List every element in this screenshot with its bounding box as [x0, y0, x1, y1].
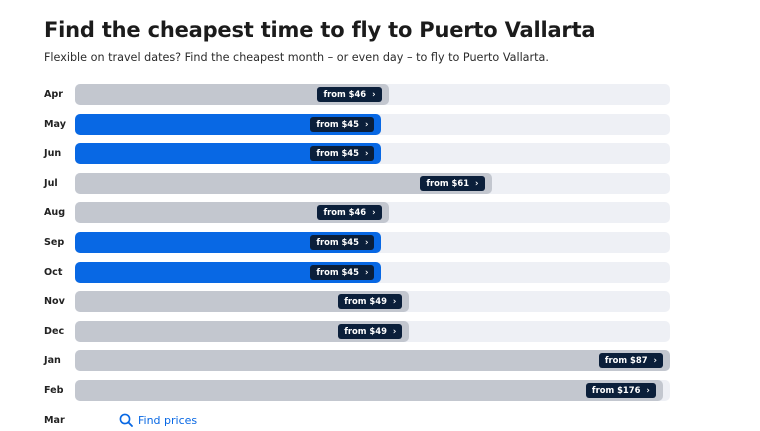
page-title: Find the cheapest time to fly to Puerto … [44, 18, 596, 42]
price-bar[interactable]: from $49 › [75, 320, 410, 342]
price-bar-track[interactable]: from $46 › [75, 202, 670, 224]
price-bar[interactable]: from $46 › [75, 84, 389, 105]
price-button[interactable]: from $46 › [317, 87, 382, 102]
price-button[interactable]: from $49 › [338, 323, 403, 339]
month-row-mar: Mar Find prices [44, 410, 670, 431]
month-row-jul: Jul from $61 › [44, 172, 670, 194]
chevron-right-icon: › [364, 148, 369, 159]
price-bar-track[interactable]: from $45 › [75, 261, 670, 283]
price-label: from $49 [344, 325, 387, 336]
price-bar-track[interactable]: from $87 › [75, 350, 670, 372]
chevron-right-icon: › [372, 89, 376, 99]
month-row-feb: Feb from $176 › [44, 380, 670, 401]
price-button[interactable]: from $176 › [585, 383, 656, 398]
price-bar-track[interactable]: from $45 › [75, 143, 670, 165]
price-bar[interactable]: from $45 › [75, 113, 382, 135]
month-row-dec: Dec from $49 › [44, 320, 670, 342]
chevron-right-icon: › [475, 177, 479, 188]
price-label: from $46 [323, 89, 367, 99]
price-button[interactable]: from $45 › [310, 116, 375, 132]
month-label: Dec [44, 325, 65, 337]
month-label: Sep [44, 237, 65, 248]
price-button[interactable]: from $87 › [598, 353, 663, 369]
price-bar[interactable]: from $46 › [75, 202, 389, 224]
price-bar-track[interactable]: from $49 › [75, 320, 670, 342]
month-label: Aug [44, 207, 66, 219]
month-row-sep: Sep from $45 › [44, 232, 670, 253]
month-row-oct: Oct from $45 › [44, 261, 670, 283]
price-button[interactable]: from $46 › [317, 205, 382, 221]
price-button[interactable]: from $45 › [310, 235, 375, 250]
price-button[interactable]: from $45 › [310, 146, 375, 162]
page-subtitle: Flexible on travel dates? Find the cheap… [44, 51, 549, 64]
month-row-aug: Aug from $46 › [44, 202, 670, 224]
price-bar[interactable]: from $61 › [75, 172, 492, 194]
chevron-right-icon: › [364, 118, 369, 129]
find-prices-label: Find prices [138, 413, 198, 427]
month-row-nov: Nov from $49 › [44, 291, 670, 313]
price-bar[interactable]: from $45 › [75, 232, 382, 253]
price-bar[interactable]: from $49 › [75, 291, 410, 313]
chevron-right-icon: › [392, 325, 397, 336]
price-button[interactable]: from $61 › [420, 175, 485, 191]
month-row-jan: Jan from $87 › [44, 350, 670, 372]
month-row-apr: Apr from $46 › [44, 84, 670, 105]
price-bar-track[interactable]: from $176 › [75, 380, 670, 401]
month-row-jun: Jun from $45 › [44, 143, 670, 165]
price-label: from $45 [316, 266, 359, 277]
price-label: from $45 [316, 237, 359, 247]
price-bar[interactable]: from $45 › [75, 261, 382, 283]
month-row-may: May from $45 › [44, 113, 670, 135]
month-label: Oct [44, 266, 63, 278]
price-bar[interactable]: from $176 › [75, 380, 663, 401]
price-label: from $176 [591, 385, 641, 395]
price-bar-track[interactable]: from $61 › [75, 172, 670, 194]
price-label: from $87 [604, 355, 648, 366]
chevron-right-icon: › [364, 237, 369, 247]
price-bar[interactable]: from $45 › [75, 143, 382, 165]
price-bar-track[interactable]: from $45 › [75, 113, 670, 135]
month-label: Jun [44, 148, 62, 160]
chevron-right-icon: › [364, 266, 369, 277]
price-bar-track[interactable]: from $45 › [75, 232, 670, 253]
price-button[interactable]: from $45 › [310, 264, 375, 280]
month-label: Jan [44, 355, 61, 367]
month-label: Nov [44, 296, 65, 308]
price-bar-track[interactable]: from $49 › [75, 291, 670, 313]
price-label: from $45 [316, 118, 359, 129]
find-prices-link[interactable]: Find prices [119, 410, 197, 431]
price-button[interactable]: from $49 › [338, 294, 403, 310]
month-label: Mar [44, 414, 65, 426]
price-bar-track[interactable]: from $46 › [75, 84, 670, 105]
price-label: from $46 [323, 207, 367, 218]
price-label: from $49 [344, 296, 387, 307]
chevron-right-icon: › [646, 385, 650, 395]
chevron-right-icon: › [392, 296, 397, 307]
chevron-right-icon: › [653, 355, 657, 366]
search-icon [119, 413, 133, 427]
price-label: from $45 [316, 148, 359, 159]
price-label: from $61 [426, 177, 470, 188]
month-label: May [44, 118, 66, 130]
chevron-right-icon: › [372, 207, 376, 218]
month-label: Feb [44, 385, 64, 396]
price-bar[interactable]: from $87 › [75, 350, 670, 372]
month-label: Jul [44, 177, 58, 189]
month-label: Apr [44, 89, 64, 100]
